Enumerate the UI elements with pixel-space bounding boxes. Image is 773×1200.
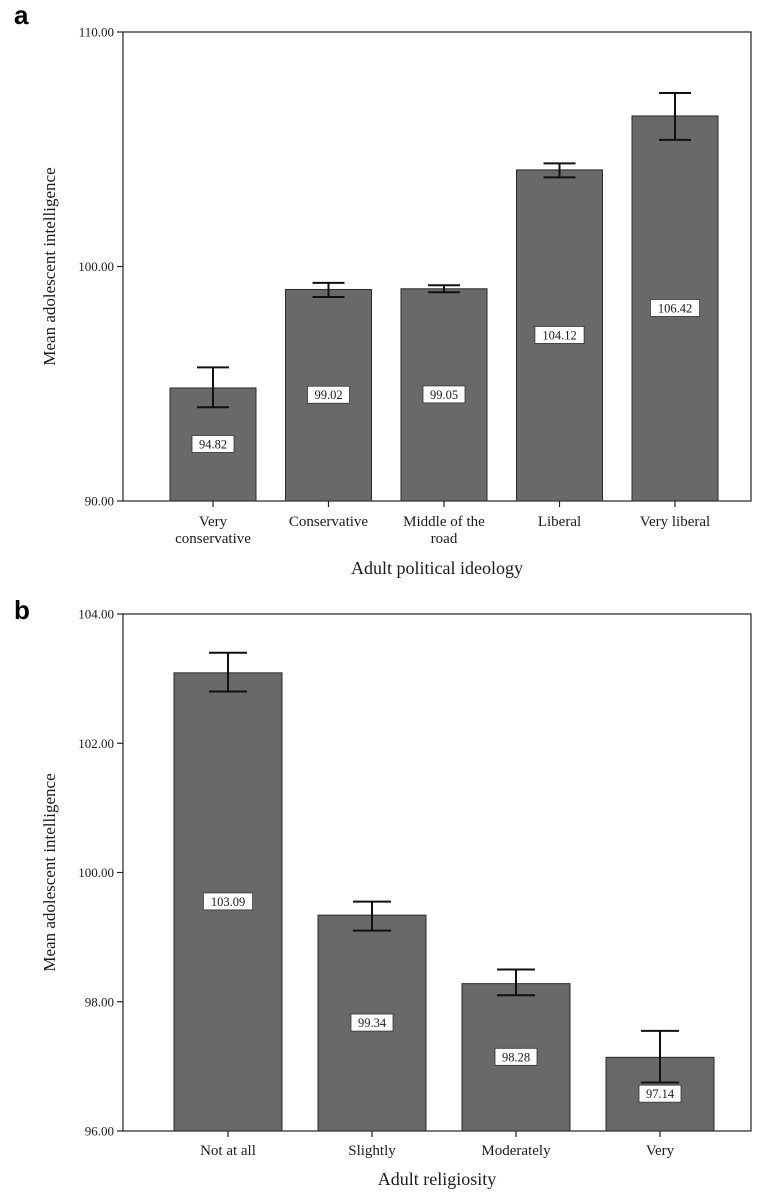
data-label-box (422, 385, 466, 404)
data-label-box (650, 299, 701, 317)
x-tick-label: Conservative (289, 514, 368, 530)
data-label: 99.02 (314, 388, 342, 402)
y-tick-label: 98.00 (85, 994, 114, 1009)
data-label-box (191, 435, 235, 453)
y-axis-title: Mean adolescent intelligence (40, 167, 59, 365)
y-tick-label: 102.00 (78, 736, 114, 751)
data-label-box (638, 1084, 682, 1103)
panel-letter-a: a (14, 0, 29, 30)
x-tick-label: Liberal (538, 514, 581, 530)
data-label: 97.14 (646, 1087, 675, 1101)
y-tick-label: 96.00 (85, 1124, 114, 1139)
x-tick-label: Very liberal (640, 514, 710, 530)
x-tick-label: Middle of the (403, 514, 485, 530)
y-tick-label: 100.00 (78, 259, 114, 274)
data-label: 94.82 (199, 437, 227, 451)
x-tick-label: Moderately (481, 1143, 551, 1159)
data-label: 104.12 (542, 328, 576, 342)
data-label-box (494, 1047, 538, 1066)
data-label-box (350, 1013, 394, 1032)
x-axis-title: Adult political ideology (351, 558, 523, 578)
x-tick-label: conservative (175, 531, 251, 547)
x-tick-label: road (431, 531, 458, 547)
y-tick-label: 100.00 (78, 865, 114, 880)
data-label: 98.28 (502, 1050, 530, 1064)
x-tick-label: Very (646, 1143, 675, 1159)
panel-letter-b: b (14, 595, 30, 625)
y-tick-label: 110.00 (79, 25, 114, 40)
data-label: 99.34 (358, 1016, 387, 1030)
data-label: 106.42 (658, 301, 692, 315)
data-label: 99.05 (430, 388, 458, 402)
y-axis-title: Mean adolescent intelligence (40, 773, 59, 971)
chart-panel-b: b 96.00 98.00 100.00 102.00 104.00 Mean adoles… (14, 595, 752, 1189)
data-label-box (202, 892, 253, 911)
data-label: 103.09 (211, 895, 245, 909)
x-tick-label: Very (199, 514, 228, 530)
data-label-box (534, 326, 585, 344)
x-tick-label: Not at all (200, 1143, 256, 1159)
y-tick-label: 104.00 (78, 607, 114, 622)
chart-panel-a: a 90.00 100.00 110.00 Mean adolescent intell… (14, 0, 752, 578)
y-tick-label: 90.00 (85, 494, 114, 509)
x-tick-label: Slightly (348, 1143, 396, 1159)
x-axis-title: Adult religiosity (378, 1169, 497, 1189)
data-label-box (307, 385, 350, 404)
